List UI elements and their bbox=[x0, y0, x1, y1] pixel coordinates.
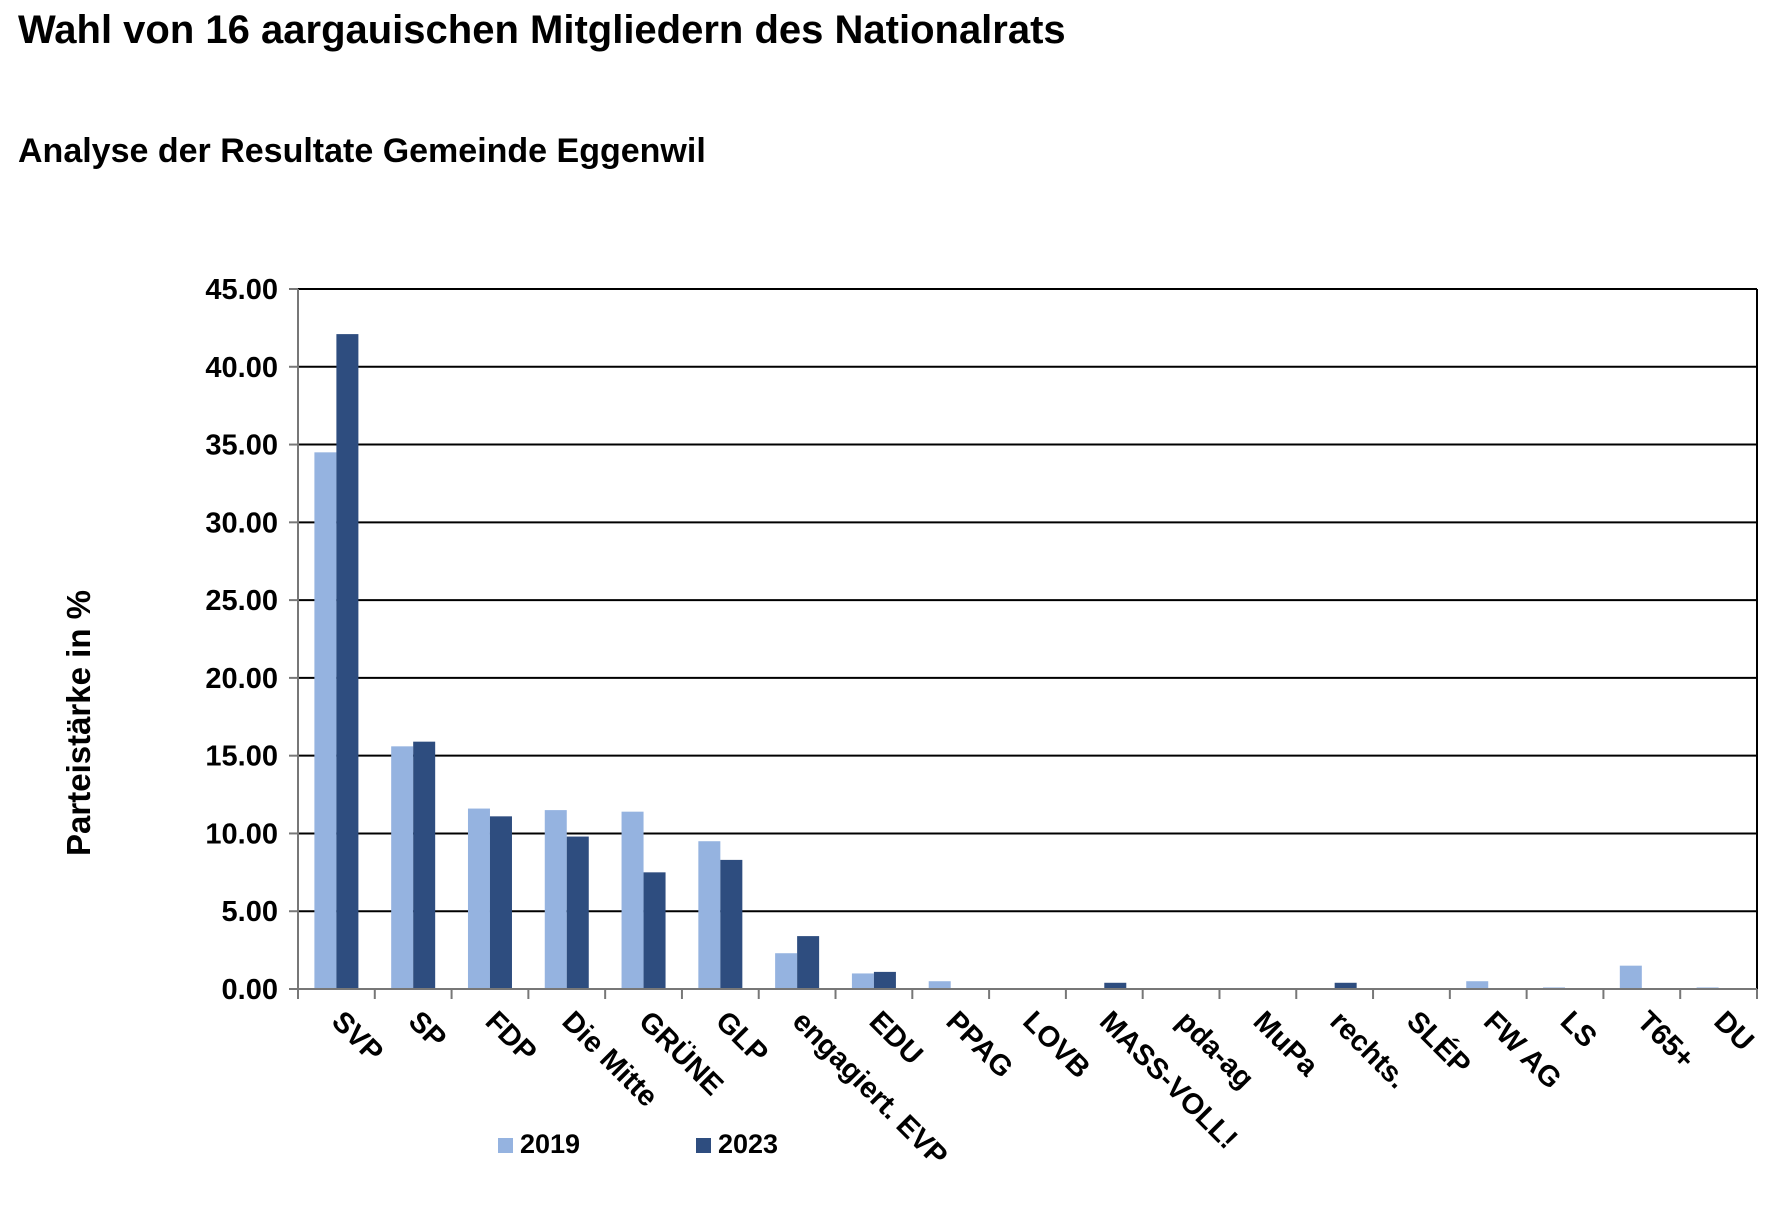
legend-swatch-2023 bbox=[696, 1138, 711, 1153]
legend-label-2019: 2019 bbox=[520, 1129, 580, 1159]
bar-2023-rechts- bbox=[1334, 982, 1357, 989]
bar-2019-gr-ne bbox=[621, 811, 644, 989]
x-tick-label: SP bbox=[402, 1005, 452, 1055]
bar-2019-engagiert-evp bbox=[775, 953, 798, 989]
y-tick-label: 15.00 bbox=[205, 741, 278, 773]
bar-2023-svp bbox=[336, 334, 359, 990]
bar-2023-die-mitte bbox=[566, 836, 589, 989]
bar-2023-glp bbox=[720, 859, 743, 989]
gridlines bbox=[289, 288, 1757, 990]
x-tick-label: EDU bbox=[863, 1005, 929, 1071]
y-tick-label: 0.00 bbox=[222, 974, 278, 1006]
x-tick-label: rechts. bbox=[1324, 1005, 1414, 1095]
x-tick-label: T65+ bbox=[1631, 1005, 1701, 1075]
bar-2019-ppag bbox=[928, 981, 951, 989]
legend-label-2023: 2023 bbox=[718, 1129, 778, 1159]
bar-2023-gr-ne bbox=[643, 872, 666, 989]
bar-2019-fdp bbox=[467, 808, 490, 989]
bar-2019-svp bbox=[314, 452, 337, 989]
y-axis-label: Parteistärke in % bbox=[60, 590, 97, 856]
y-tick-label: 20.00 bbox=[205, 663, 278, 695]
y-tick-labels: 0.00 5.00 10.00 15.00 20.00 25.00 30.00 35.00 40… bbox=[205, 274, 278, 1006]
legend-swatch-2019 bbox=[498, 1138, 513, 1153]
y-tick-label: 5.00 bbox=[222, 896, 278, 928]
y-tick-label: 25.00 bbox=[205, 585, 278, 617]
bar-2019-edu bbox=[851, 973, 874, 989]
bar-2023-fdp bbox=[489, 816, 512, 989]
x-tick-label: MASS-VOLL! bbox=[1093, 1005, 1243, 1155]
bar-2019-sp bbox=[391, 746, 414, 989]
y-tick-label: 35.00 bbox=[205, 430, 278, 462]
x-tick-label: SVP bbox=[325, 1005, 389, 1069]
x-tick-label: FW AG bbox=[1477, 1005, 1567, 1095]
bar-2023-sp bbox=[413, 741, 436, 989]
axes bbox=[297, 289, 1758, 999]
x-tick-label: PPAG bbox=[940, 1005, 1019, 1084]
x-tick-label: LOVB bbox=[1016, 1005, 1096, 1085]
bar-2019-die-mitte bbox=[544, 810, 567, 989]
bars bbox=[314, 334, 1719, 990]
y-tick-label: 40.00 bbox=[205, 352, 278, 384]
bar-2019-glp bbox=[698, 841, 721, 989]
y-tick-label: 45.00 bbox=[205, 274, 278, 306]
chart-title: Wahl von 16 aargauischen Mitgliedern des… bbox=[18, 8, 1066, 52]
bar-2019-t65- bbox=[1619, 965, 1642, 989]
x-tick-label: LS bbox=[1554, 1005, 1603, 1054]
y-tick-label: 30.00 bbox=[205, 507, 278, 539]
x-tick-label: GLP bbox=[709, 1005, 774, 1070]
chart-subtitle: Analyse der Resultate Gemeinde Eggenwil bbox=[18, 132, 706, 170]
legend: 2019 2023 bbox=[498, 1129, 778, 1159]
y-tick-label: 10.00 bbox=[205, 818, 278, 850]
bar-2023-mass-voll- bbox=[1104, 982, 1127, 989]
x-tick-label: DU bbox=[1708, 1005, 1760, 1057]
bar-2019-fw-ag bbox=[1466, 981, 1489, 989]
bar-2023-edu bbox=[873, 971, 896, 989]
bar-2023-engagiert-evp bbox=[797, 936, 820, 989]
x-tick-label: FDP bbox=[479, 1005, 543, 1069]
